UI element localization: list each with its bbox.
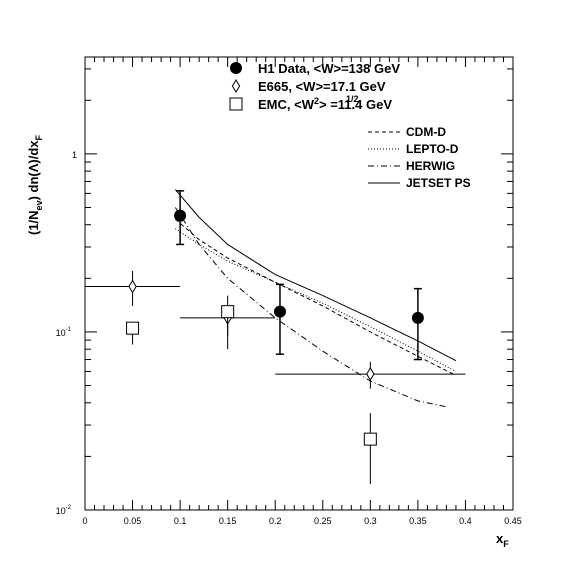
e665-data-marker — [366, 367, 375, 382]
y-tick-base: 10 — [56, 328, 66, 338]
x-tick-label: 0.25 — [314, 516, 332, 526]
x-axis-title-sub: F — [503, 539, 509, 549]
curve-herwig — [174, 207, 447, 408]
x-tick-label: 0.3 — [364, 516, 377, 526]
y-axis-title-sub1: ev — [34, 200, 44, 210]
legend-line-label: CDM-D — [406, 125, 446, 139]
curve-cdm-d — [175, 218, 457, 376]
e665-data-marker — [231, 79, 241, 93]
x-tick-label: 0 — [82, 516, 87, 526]
legend-entry-circle: H1 Data, <W>=138 GeV — [258, 61, 400, 76]
y-axis-title-a: (1/N — [26, 210, 41, 235]
legend-entry-diamond: E665, <W>=17.1 GeV — [258, 79, 386, 94]
y-tick-label: 10-2 — [56, 505, 72, 516]
x-tick-label: 0.05 — [124, 516, 142, 526]
h1-data-marker — [411, 311, 424, 324]
x-axis-title: xF — [496, 531, 509, 549]
h1-data-marker — [230, 62, 242, 74]
y-tick-exponent: -2 — [66, 505, 72, 511]
x-tick-label: 0.35 — [409, 516, 427, 526]
x-tick-label: 0.2 — [269, 516, 282, 526]
x-axis-title-main: x — [496, 531, 504, 546]
emc-data-marker — [229, 97, 243, 111]
y-axis-title: (1/Nev) dn(Λ)/dxF — [26, 134, 44, 235]
y-axis-title-b: ) dn(Λ)/dx — [26, 140, 41, 201]
y-axis-title-sub2: F — [34, 134, 44, 140]
y-tick-label: 10-1 — [56, 327, 72, 338]
emc-data-marker — [126, 321, 140, 335]
curve-lepto-d — [175, 228, 457, 372]
legend-line-label: HERWIG — [406, 159, 455, 173]
y-tick-label: 1 — [72, 150, 77, 160]
legend-line-label: JETSET PS — [406, 176, 471, 190]
legend-entry-text: E665, <W>=17.1 GeV — [258, 79, 386, 94]
legend-entry-text: EMC, <W — [258, 97, 315, 112]
emc-data-marker — [221, 305, 235, 319]
h1-data-marker — [174, 209, 187, 222]
y-tick-base: 10 — [56, 506, 66, 516]
legend-entry-square: EMC, <W2> =11.4 GeV — [258, 96, 392, 112]
legend-entry-sup: 2 — [314, 96, 319, 106]
emc-data-marker — [363, 432, 377, 446]
y-tick-base: 1 — [72, 150, 77, 160]
plot-frame — [84, 56, 514, 511]
x-tick-label: 0.4 — [459, 516, 472, 526]
legend-entry-text: H1 Data, <W>=138 GeV — [258, 61, 400, 76]
x-tick-label: 0.1 — [174, 516, 187, 526]
e665-data-marker — [128, 279, 137, 294]
curve-jetset-ps — [174, 189, 457, 362]
legend-entry-tail: > =11.4 GeV — [319, 97, 392, 112]
legend-entry-sup2: 1/2 — [346, 94, 359, 104]
y-tick-exponent: -1 — [66, 327, 72, 333]
x-tick-label: 0.15 — [219, 516, 237, 526]
h1-data-marker — [273, 305, 286, 318]
legend-line-label: LEPTO-D — [406, 142, 459, 156]
x-tick-label: 0.45 — [504, 516, 522, 526]
